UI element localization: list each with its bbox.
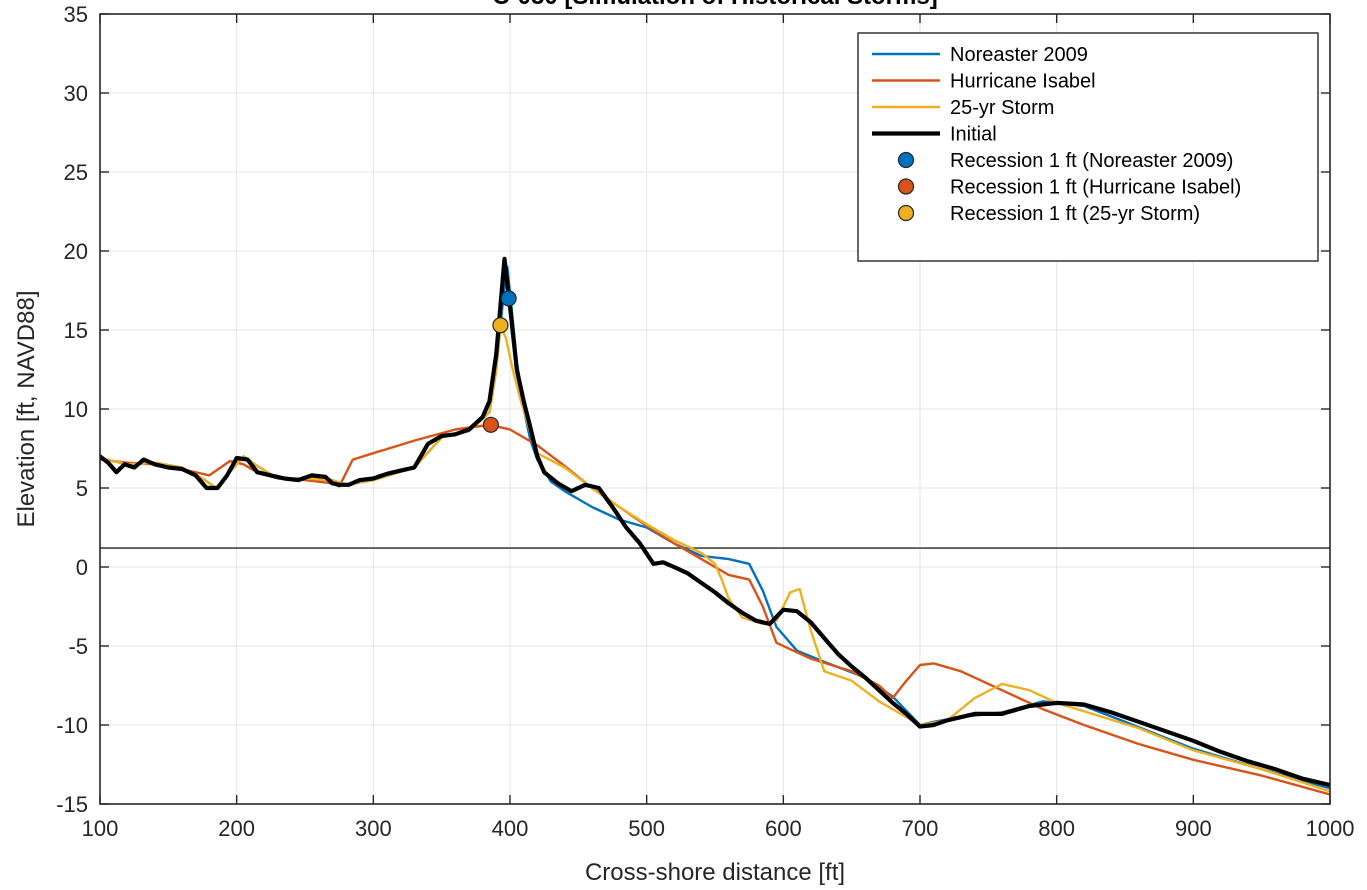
y-tick-label: 15 [64,318,88,343]
legend-swatch-marker [897,204,915,222]
series-group [100,256,1330,796]
y-tick-label: 30 [64,81,88,106]
x-tick-label: 300 [355,816,392,841]
y-tick-label: -15 [56,792,88,817]
x-tick-label: 400 [492,816,529,841]
y-tick-label: -10 [56,713,88,738]
x-axis: 100 200 300 400 500 600 700 800 900 1000 [82,14,1355,841]
legend-label: Recession 1 ft (Noreaster 2009) [950,150,1233,172]
legend: Noreaster 2009 Hurricane Isabel 25-yr Stor… [857,32,1319,262]
y-axis: -15 -10 -5 0 5 10 15 20 25 30 35 [56,2,1330,817]
legend-label: 25-yr Storm [950,97,1054,119]
y-axis-label: Elevation [ft, NAVD88] [13,291,40,528]
x-tick-label: 700 [902,816,939,841]
x-tick-label: 600 [765,816,802,841]
y-tick-label: 20 [64,239,88,264]
legend-label: Noreaster 2009 [950,44,1088,66]
recession-marker-0 [500,290,517,307]
legend-swatch-marker [897,151,915,169]
y-tick-label: 10 [64,397,88,422]
legend-label: Initial [950,124,997,146]
x-tick-label: 200 [218,816,255,841]
x-tick-label: 100 [82,816,119,841]
x-tick-label: 800 [1038,816,1075,841]
series-line-3 [100,256,1330,788]
legend-swatch-marker [897,178,915,195]
x-axis-label: Cross-shore distance [ft] [585,859,845,886]
legend-label: Hurricane Isabel [950,71,1096,93]
legend-label: Recession 1 ft (Hurricane Isabel) [950,177,1241,199]
y-tick-label: 5 [76,476,88,501]
y-tick-label: -5 [68,634,88,659]
x-tick-label: 500 [628,816,665,841]
recession-marker-2 [492,317,509,334]
y-tick-label: 0 [76,555,88,580]
x-tick-label: 1000 [1306,816,1355,841]
legend-box [857,32,1319,262]
recession-marker-1 [482,416,499,433]
marker-group [482,290,517,433]
y-tick-label: 25 [64,160,88,185]
x-tick-label: 900 [1175,816,1212,841]
y-tick-label: 35 [64,2,88,27]
legend-label: Recession 1 ft (25-yr Storm) [950,203,1200,225]
chart-title: C-050 [Simulation of Historical Storms] [492,0,937,10]
